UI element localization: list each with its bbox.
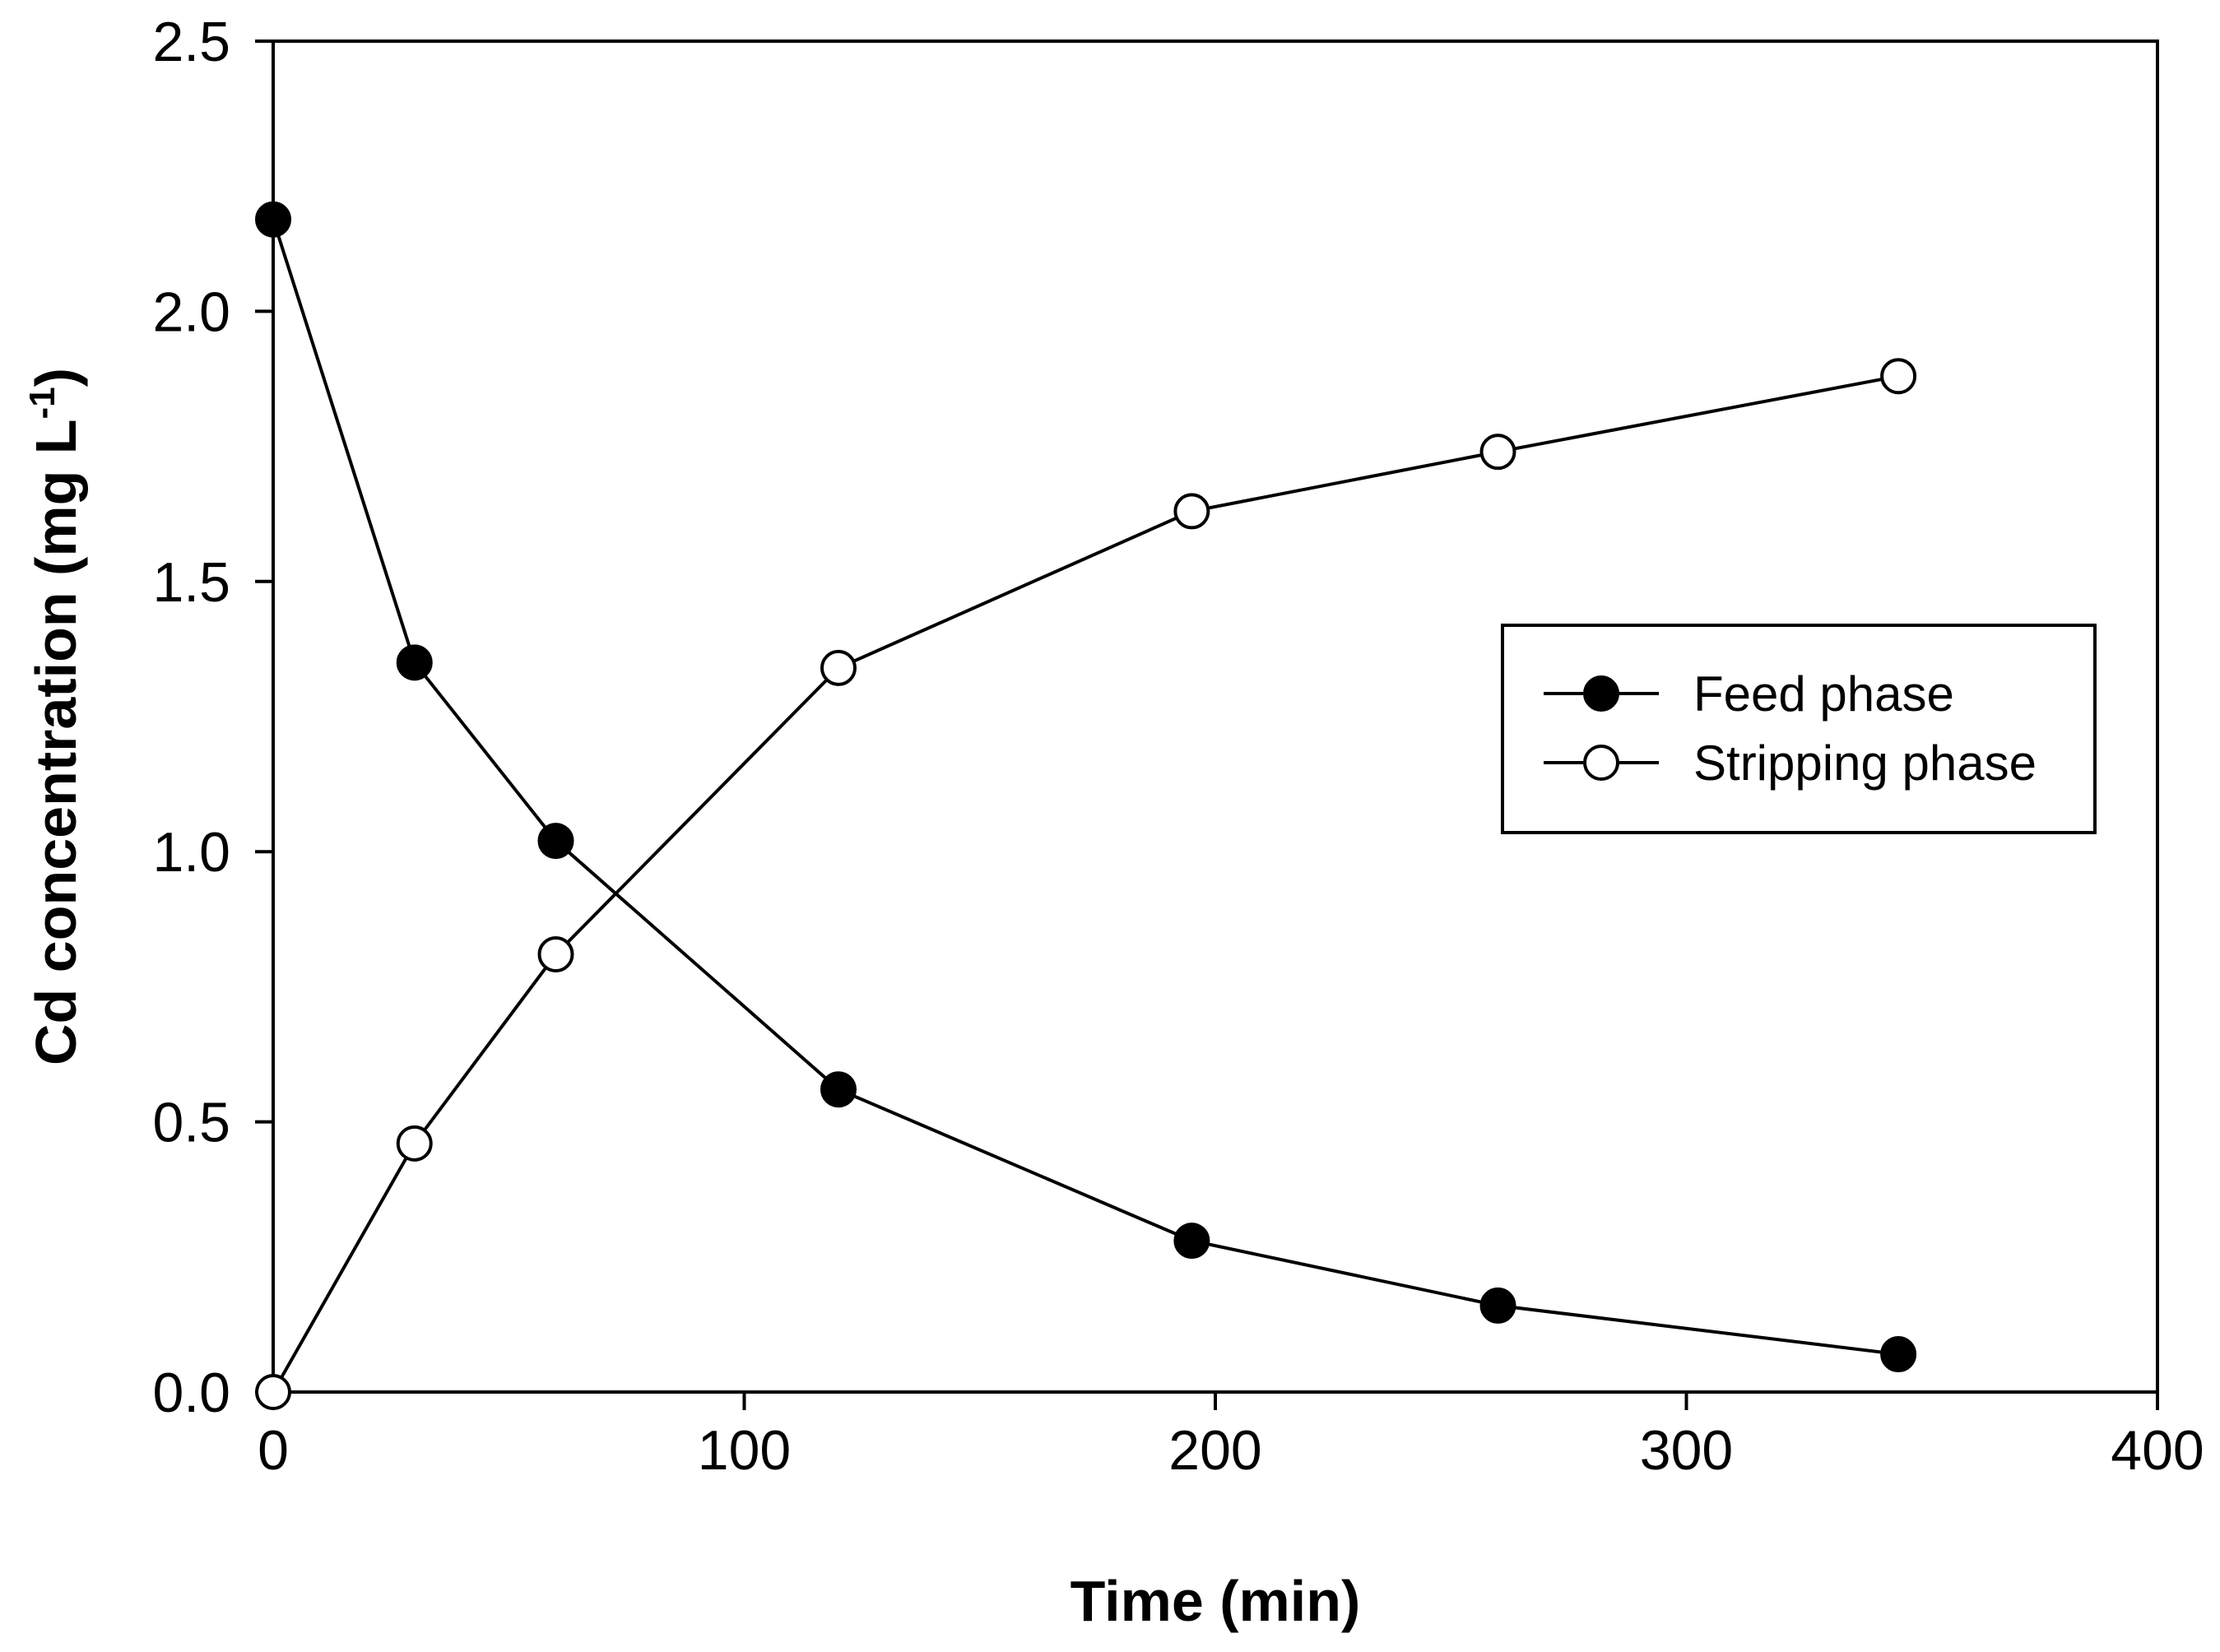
y-tick-label: 2.0 — [152, 281, 230, 343]
x-tick-label: 100 — [698, 1419, 791, 1482]
data-point — [1173, 493, 1210, 530]
legend-label: Feed phase — [1693, 666, 1954, 722]
y-axis-title-close: ) — [24, 368, 88, 387]
y-tick-label: 2.5 — [152, 11, 230, 73]
y-tick-label: 0.5 — [152, 1092, 230, 1154]
y-axis-title: Cd concentration (mg L-1) — [22, 368, 88, 1065]
ticks: 0 100 200 300 400 0.0 0.5 1.0 1.5 2.0 2.5 — [152, 11, 2204, 1482]
x-tick-label: 200 — [1168, 1419, 1261, 1482]
series-stripping-phase — [255, 358, 1917, 1410]
data-point — [1479, 434, 1516, 471]
data-point — [1880, 1336, 1917, 1373]
data-point — [255, 201, 291, 238]
y-tick-label: 0.0 — [152, 1362, 230, 1424]
x-tick-label: 400 — [2111, 1419, 2204, 1482]
data-point — [537, 935, 574, 972]
data-point — [820, 1071, 857, 1108]
data-point — [820, 649, 857, 686]
data-point — [1479, 1287, 1516, 1324]
data-point — [396, 1125, 433, 1162]
legend-box — [1501, 624, 2097, 834]
legend: Feed phase Stripping phase — [1501, 624, 2097, 834]
data-point — [1880, 358, 1917, 395]
y-tick-label: 1.5 — [152, 551, 230, 614]
data-point — [255, 1374, 291, 1410]
legend-marker — [1583, 675, 1619, 712]
data-point — [1173, 1223, 1210, 1260]
series-line — [272, 374, 1899, 1393]
series-feed-phase — [255, 201, 1917, 1373]
data-point — [396, 644, 433, 681]
y-tick-label: 1.0 — [152, 821, 230, 884]
x-axis-title: Time (min) — [1071, 1569, 1361, 1633]
y-axis-title-main: Cd concentration (mg L — [24, 419, 88, 1065]
y-axis-title-superscript: -1 — [22, 387, 63, 419]
x-tick-label: 300 — [1640, 1419, 1733, 1482]
data-point — [537, 823, 574, 860]
legend-label: Stripping phase — [1693, 736, 2037, 791]
x-tick-label: 0 — [258, 1419, 289, 1482]
legend-marker — [1583, 745, 1619, 781]
series — [255, 201, 1917, 1410]
